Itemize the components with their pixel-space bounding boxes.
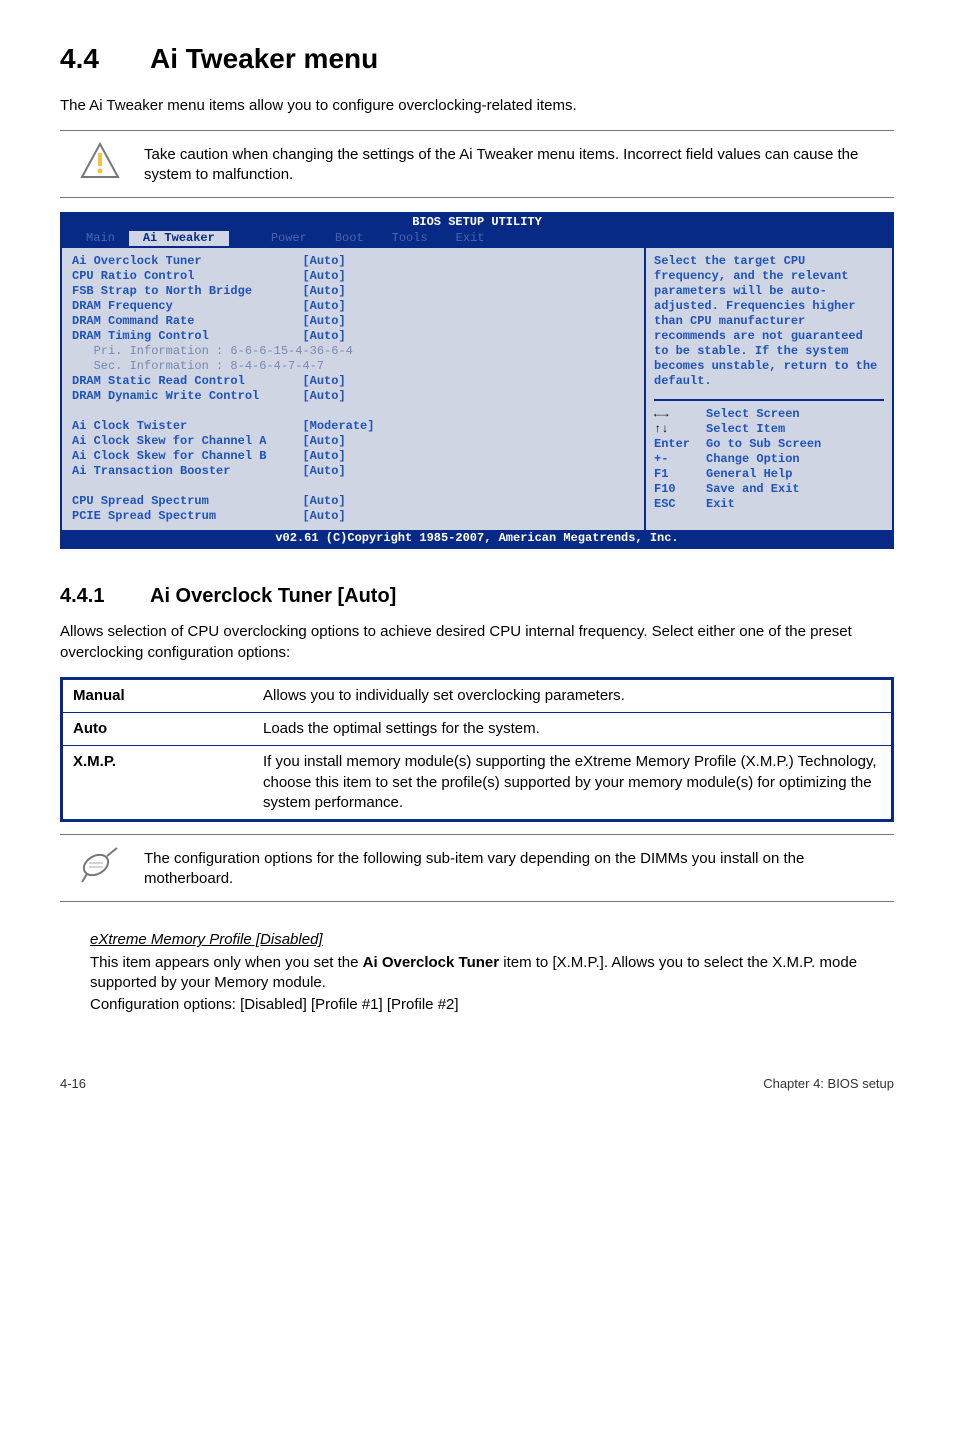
chapter-label: Chapter 4: BIOS setup [763,1075,894,1093]
xmp-paragraph-1: This item appears only when you set the … [90,953,894,994]
bios-menu-item: Main [72,231,129,246]
option-label: Auto [62,713,254,746]
subsection-heading: 4.4.1Ai Overclock Tuner [Auto] [60,583,894,610]
bios-left-pane: Ai Overclock Tuner [Auto] CPU Ratio Cont… [62,248,644,530]
section-title: Ai Tweaker menu [150,43,378,74]
bios-screenshot: BIOS SETUP UTILITY MainAi Tweaker PowerBo… [60,212,894,549]
caution-text: Take caution when changing the settings … [144,141,894,186]
divider [60,901,894,902]
bios-nav-keys: ←→Select Screen↑↓Select ItemEnterGo to S… [654,399,884,512]
page-number: 4-16 [60,1075,86,1093]
bios-menubar: MainAi Tweaker PowerBootToolsExit [62,231,892,248]
option-description: Loads the optimal settings for the syste… [253,713,893,746]
page-footer: 4-16 Chapter 4: BIOS setup [60,1075,894,1093]
option-description: If you install memory module(s) supporti… [253,746,893,821]
section-heading: 4.4Ai Tweaker menu [60,40,894,78]
note-icon [80,845,144,891]
caution-callout: Take caution when changing the settings … [60,131,894,197]
note-callout: The configuration options for the follow… [60,835,894,901]
divider [60,197,894,198]
section-number: 4.4 [60,40,150,78]
bios-menu-item: Ai Tweaker [129,231,229,246]
bios-menu-item: Boot [321,231,378,246]
options-table: ManualAllows you to individually set ove… [60,677,894,822]
xmp-heading: eXtreme Memory Profile [Disabled] [90,930,894,950]
bios-menu-item: Power [257,231,321,246]
bios-title: BIOS SETUP UTILITY [62,214,892,231]
subsection-number: 4.4.1 [60,583,150,610]
caution-icon [80,141,144,187]
option-label: Manual [62,678,254,712]
option-description: Allows you to individually set overclock… [253,678,893,712]
subsection-intro: Allows selection of CPU overclocking opt… [60,622,894,663]
bios-help-text: Select the target CPU frequency, and the… [654,254,884,389]
note-text: The configuration options for the follow… [144,845,894,890]
option-label: X.M.P. [62,746,254,821]
xmp-paragraph-2: Configuration options: [Disabled] [Profi… [90,995,894,1015]
subsection-title: Ai Overclock Tuner [Auto] [150,585,396,607]
bios-menu-item: Tools [378,231,442,246]
bios-menu-item [229,231,257,246]
bios-footer: v02.61 (C)Copyright 1985-2007, American … [62,530,892,547]
bios-right-pane: Select the target CPU frequency, and the… [644,248,892,530]
intro-paragraph: The Ai Tweaker menu items allow you to c… [60,96,894,116]
bios-menu-item: Exit [442,231,499,246]
